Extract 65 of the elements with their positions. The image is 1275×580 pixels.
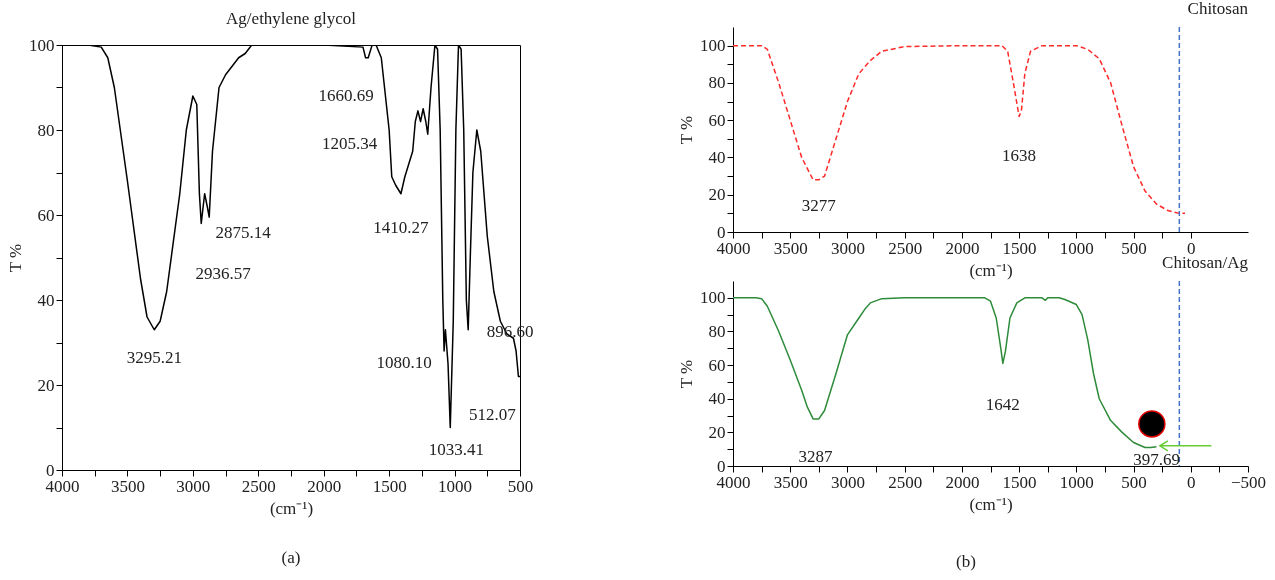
annotation: 2936.57	[195, 263, 252, 283]
x-tick-label: 4000	[45, 476, 80, 496]
annotation: 1033.41	[428, 439, 484, 459]
x-tick-label: 3000	[176, 476, 211, 496]
x-tick-label: 500	[1121, 238, 1147, 258]
x-tick-label: 1000	[1059, 238, 1094, 258]
x-tick-label: −500	[1230, 472, 1267, 492]
x-tick-label: 1000	[438, 476, 473, 496]
x-tick-label: 0	[1187, 472, 1196, 492]
annotation: 3287	[798, 446, 833, 466]
y-tick-label: 20	[708, 185, 726, 205]
y-tick-label: 100	[29, 35, 55, 55]
y-tick-label: 60	[708, 355, 726, 375]
x-tick-label: 3500	[773, 472, 808, 492]
y-tick-label: 60	[37, 205, 55, 225]
y-tick-label: 80	[37, 120, 55, 140]
x-tick-label: 1500	[1002, 238, 1037, 258]
x-tick-label: 3000	[830, 238, 865, 258]
y-tick-label: 60	[708, 110, 726, 130]
x-tick-label: 500	[507, 476, 534, 496]
annotation: 1638	[1002, 146, 1037, 166]
x-tick-label: 2500	[888, 238, 923, 258]
chart-title: Ag/ethylene glycol	[226, 9, 357, 28]
annotation: 2875.14	[215, 223, 272, 243]
y-tick-label: 20	[708, 422, 726, 442]
x-tick-label: 3500	[110, 476, 145, 496]
chart-title: Chitosan	[1187, 0, 1249, 19]
y-tick-label: 40	[37, 290, 55, 310]
annotation: 1205.34	[322, 134, 378, 154]
x-tick-label: 2000	[945, 472, 980, 492]
annotation: 3295.21	[126, 347, 182, 367]
text: (b)	[956, 552, 976, 572]
y-tick-label: 80	[708, 73, 726, 93]
text: (a)	[281, 548, 301, 568]
line-series	[733, 297, 1158, 449]
y-tick-label: 40	[708, 147, 726, 167]
x-tick-label: 2500	[888, 472, 923, 492]
x-tick-label: 3500	[773, 238, 808, 258]
y-tick-label: 100	[700, 288, 726, 308]
x-axis-title: (cm⁻¹)	[969, 494, 1013, 514]
y-tick-label: 100	[700, 36, 726, 56]
annotation: 3277	[801, 195, 837, 215]
x-axis-title: (cm⁻¹)	[269, 498, 314, 518]
annotation: 1080.10	[376, 353, 432, 372]
y-tick-label: 40	[708, 389, 726, 409]
x-tick-label: 3000	[830, 472, 865, 492]
y-tick-label: 80	[708, 321, 726, 341]
x-tick-label: 2000	[307, 476, 342, 496]
x-tick-label: 1500	[372, 476, 407, 496]
x-axis-title: (cm⁻¹)	[969, 260, 1013, 280]
x-tick-label: 1000	[1059, 472, 1094, 492]
annotation: 397.69	[1133, 449, 1181, 469]
x-tick-label: 1500	[1002, 472, 1037, 492]
annotation: 1660.69	[318, 85, 374, 105]
annotation: 1642	[985, 395, 1020, 415]
annotation: 512.07	[469, 404, 517, 424]
x-tick-label: 2000	[945, 238, 980, 258]
x-tick-label: 500	[1121, 472, 1147, 492]
annotation: 1410.27	[373, 217, 430, 237]
y-axis-title: T %	[677, 359, 696, 389]
y-axis-title: T %	[6, 243, 25, 273]
line-series	[733, 44, 1186, 215]
y-tick-label: 20	[37, 375, 55, 395]
y-axis-title: T %	[677, 115, 696, 145]
x-tick-label: 2500	[241, 476, 276, 496]
